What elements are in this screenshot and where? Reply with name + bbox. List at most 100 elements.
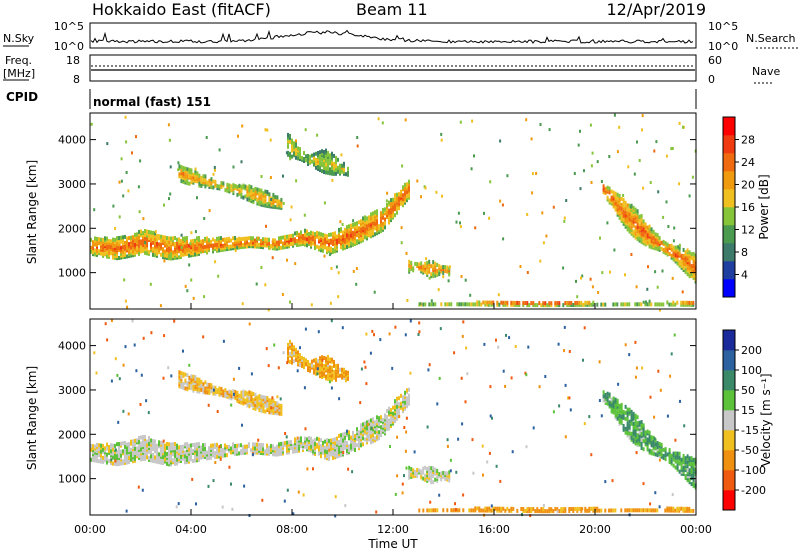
heatmap-cell bbox=[224, 394, 227, 399]
heatmap-cell bbox=[328, 232, 330, 237]
heatmap-cell bbox=[182, 456, 184, 461]
heatmap-cell bbox=[364, 421, 366, 426]
heatmap-cell bbox=[177, 161, 180, 165]
heatmap-cell bbox=[196, 246, 198, 251]
heatmap-cell bbox=[618, 403, 621, 408]
heatmap-cell bbox=[126, 446, 128, 451]
heatmap-cell bbox=[254, 392, 257, 397]
heatmap-cell bbox=[576, 508, 579, 513]
heatmap-cell bbox=[270, 406, 273, 410]
heatmap-cell bbox=[624, 416, 627, 421]
heatmap-cell bbox=[216, 388, 219, 393]
heatmap-cell bbox=[574, 507, 577, 511]
heatmap-cell bbox=[326, 240, 328, 245]
colorbar-swatch bbox=[723, 430, 735, 451]
heatmap-cell bbox=[262, 443, 264, 448]
nave-tick-low: 0 bbox=[708, 73, 715, 86]
heatmap-cell bbox=[620, 206, 623, 211]
heatmap-cell bbox=[296, 436, 299, 440]
heatmap-cell bbox=[554, 301, 557, 306]
heatmap-cell bbox=[196, 171, 199, 176]
heatmap-cell bbox=[674, 245, 677, 250]
freq-label: Freq. bbox=[5, 54, 32, 67]
heatmap-cell bbox=[128, 242, 130, 247]
freq-tick-low: 8 bbox=[73, 73, 80, 86]
heatmap-cell bbox=[125, 140, 128, 144]
heatmap-cell bbox=[303, 157, 305, 161]
heatmap-cell bbox=[499, 199, 502, 203]
heatmap-cell bbox=[650, 227, 653, 232]
heatmap-cell bbox=[98, 249, 100, 254]
heatmap-cell bbox=[300, 444, 302, 449]
heatmap-cell bbox=[272, 444, 274, 449]
heatmap-cell bbox=[148, 234, 150, 238]
heatmap-cell bbox=[456, 302, 459, 307]
heatmap-cell bbox=[410, 261, 413, 265]
heatmap-cell bbox=[100, 449, 102, 454]
heatmap-cell bbox=[348, 430, 350, 435]
heatmap-cell bbox=[583, 326, 586, 330]
heatmap-cell bbox=[692, 508, 695, 513]
heatmap-cell bbox=[296, 243, 298, 247]
heatmap-cell bbox=[194, 375, 197, 380]
heatmap-cell bbox=[126, 236, 128, 241]
heatmap-cell bbox=[139, 159, 142, 163]
heatmap-cell bbox=[502, 237, 505, 241]
heatmap-cell bbox=[136, 450, 138, 455]
heatmap-cell bbox=[630, 431, 633, 436]
heatmap-cell bbox=[520, 507, 523, 511]
heatmap-cell bbox=[638, 224, 641, 229]
heatmap-cell bbox=[345, 172, 347, 177]
heatmap-cell bbox=[682, 266, 685, 270]
heatmap-cell bbox=[264, 203, 267, 208]
heatmap-cell bbox=[184, 244, 186, 249]
heatmap-cell bbox=[398, 402, 400, 407]
heatmap-cell bbox=[362, 422, 364, 427]
heatmap-cell bbox=[264, 189, 267, 194]
heatmap-cell bbox=[444, 471, 447, 476]
heatmap-cell bbox=[626, 207, 629, 212]
heatmap-cell bbox=[154, 443, 156, 448]
heatmap-cell bbox=[590, 164, 593, 168]
heatmap-cell bbox=[308, 436, 310, 440]
heatmap-cell bbox=[682, 454, 685, 458]
heatmap-cell bbox=[362, 442, 364, 447]
heatmap-cell bbox=[420, 469, 423, 474]
heatmap-cell bbox=[278, 240, 280, 245]
freq-unit-label: [MHz] bbox=[3, 67, 35, 80]
heatmap-cell bbox=[382, 221, 384, 226]
heatmap-cell bbox=[669, 374, 672, 378]
heatmap-cell bbox=[672, 457, 675, 462]
heatmap-cell bbox=[289, 359, 291, 364]
heatmap-cell bbox=[307, 360, 309, 364]
heatmap-cell bbox=[286, 488, 289, 492]
heatmap-cell bbox=[262, 405, 265, 410]
heatmap-cell bbox=[124, 234, 126, 239]
heatmap-cell bbox=[188, 385, 191, 390]
heatmap-cell bbox=[676, 251, 679, 256]
heatmap-cell bbox=[104, 446, 106, 451]
heatmap-cell bbox=[462, 302, 465, 307]
heatmap-cell bbox=[278, 442, 280, 447]
heatmap-cell bbox=[330, 386, 333, 390]
heatmap-cell bbox=[269, 138, 272, 142]
heatmap-cell bbox=[688, 250, 691, 255]
heatmap-cell bbox=[581, 507, 584, 511]
heatmap-cell bbox=[342, 432, 344, 437]
heatmap-cell bbox=[104, 236, 106, 241]
heatmap-cell bbox=[242, 444, 244, 449]
heatmap-cell bbox=[496, 300, 499, 305]
heatmap-cell bbox=[102, 237, 104, 242]
heatmap-cell bbox=[298, 232, 300, 237]
heatmap-cell bbox=[648, 434, 651, 439]
heatmap-cell bbox=[384, 413, 386, 418]
heatmap-cell bbox=[648, 302, 651, 307]
heatmap-cell bbox=[435, 190, 438, 194]
heatmap-cell bbox=[514, 300, 517, 305]
heatmap-cell bbox=[160, 234, 162, 239]
heatmap-cell bbox=[305, 158, 307, 163]
heatmap-cell bbox=[238, 451, 240, 456]
heatmap-cell bbox=[137, 185, 140, 189]
heatmap-cell bbox=[352, 444, 354, 449]
